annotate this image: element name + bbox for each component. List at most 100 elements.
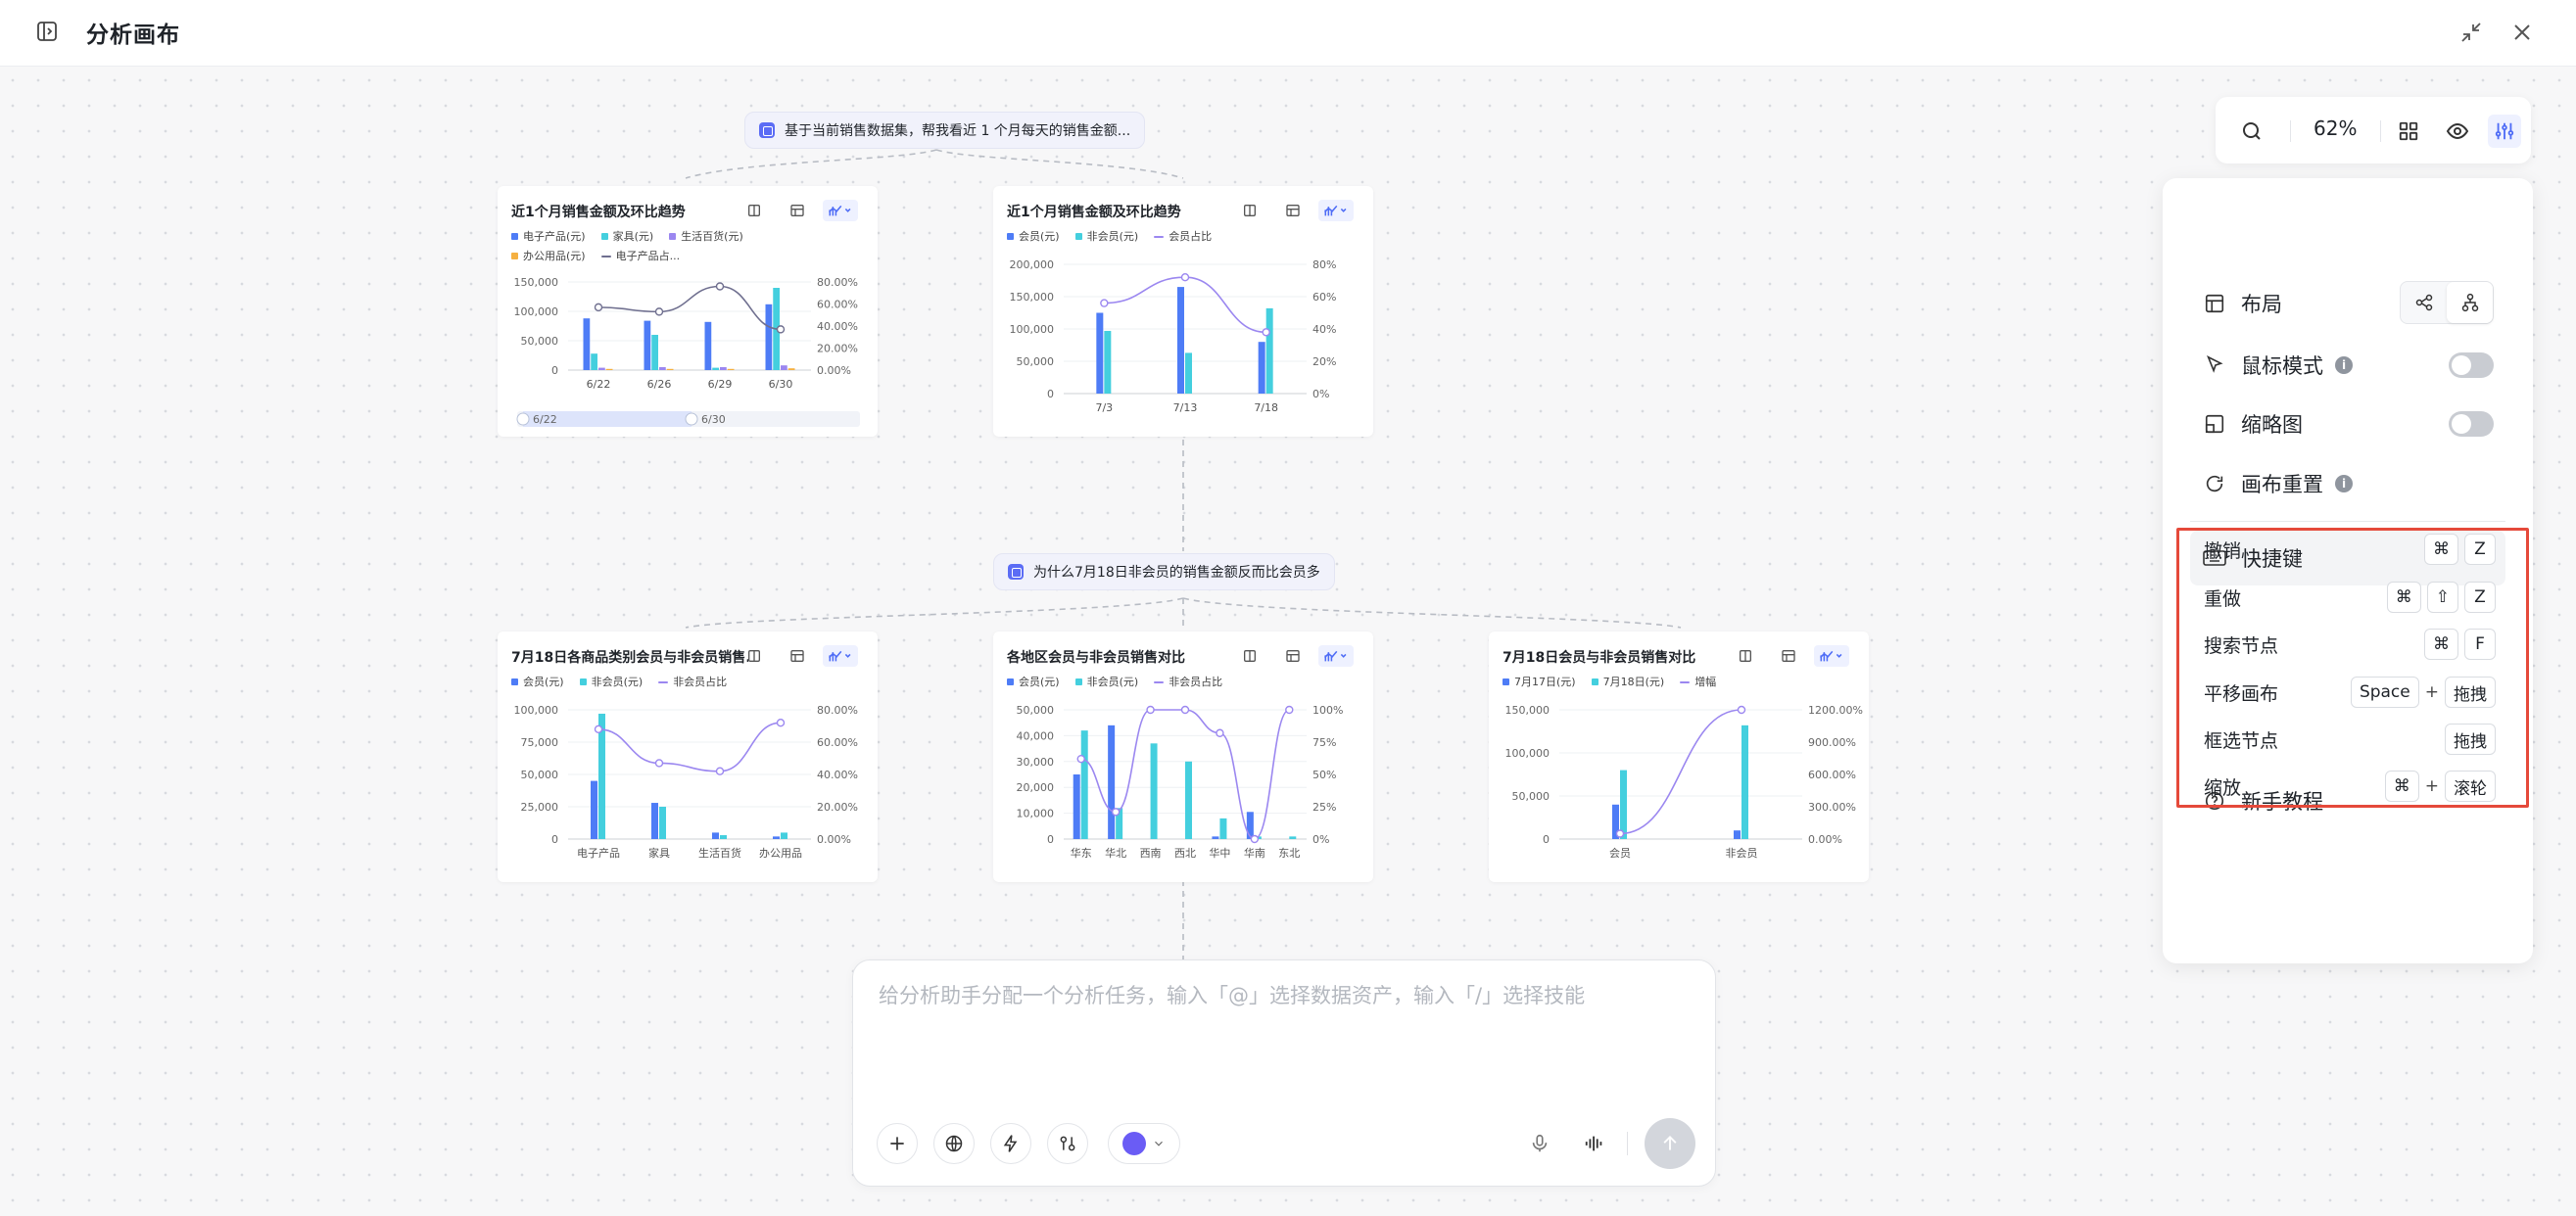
line-point[interactable] (1076, 754, 1085, 764)
chart-type-icon[interactable] (1318, 645, 1354, 667)
bar[interactable] (1185, 761, 1192, 839)
legend-item[interactable]: 非会员(元) (1074, 673, 1138, 692)
line-point[interactable] (715, 282, 725, 291)
tool-icon[interactable] (1047, 1123, 1088, 1164)
bar[interactable] (1620, 770, 1627, 839)
bar[interactable] (591, 780, 597, 839)
line-point[interactable] (776, 325, 786, 334)
close-icon[interactable] (2507, 18, 2537, 47)
bar[interactable] (720, 835, 727, 839)
chart-card-day-compare[interactable]: 7月18日会员与非会员销售对比 7月17日(元) 7月18日(元) 增幅 150,000… (1489, 631, 1869, 882)
bar[interactable] (605, 368, 613, 370)
bar[interactable] (1265, 307, 1273, 394)
bar[interactable] (666, 368, 674, 370)
collapse-icon[interactable] (2457, 18, 2486, 47)
lightning-icon[interactable] (990, 1123, 1031, 1164)
legend-item[interactable]: 生活百货(元) (669, 227, 743, 247)
bar[interactable] (583, 318, 591, 370)
table-icon[interactable] (780, 200, 815, 221)
line-point[interactable] (594, 725, 603, 734)
legend-item[interactable]: 办公用品(元) (511, 247, 586, 266)
bar[interactable] (1108, 725, 1116, 839)
tutorial-row[interactable]: 新手教程 (2202, 781, 2323, 820)
bar[interactable] (1212, 836, 1219, 839)
reset-row[interactable]: 画布重置 i (2202, 464, 2353, 503)
eye-icon[interactable] (2441, 115, 2474, 148)
bar[interactable] (1073, 774, 1080, 839)
legend-item[interactable]: 会员占比 (1154, 227, 1212, 247)
chart-card-daily-sales[interactable]: 近1个月销售金额及环比趋势 电子产品(元) 家具(元) 生活百货(元)办公用品(元) 电… (498, 186, 878, 437)
bar[interactable] (781, 832, 787, 839)
microphone-icon[interactable] (1519, 1123, 1560, 1164)
layout-vertical-icon[interactable] (2447, 282, 2493, 323)
legend-item[interactable]: 电子产品(元) (511, 227, 586, 247)
bar[interactable] (1258, 342, 1265, 394)
chart-card-region-compare[interactable]: 各地区会员与非会员销售对比 会员(元) 非会员(元) 非会员占比 50,000 40,00… (993, 631, 1373, 882)
grid-icon[interactable] (2392, 115, 2425, 148)
bar[interactable] (773, 836, 780, 839)
send-button[interactable] (1645, 1118, 1695, 1169)
bar[interactable] (1116, 808, 1123, 839)
bar[interactable] (1219, 818, 1227, 839)
line-point[interactable] (1180, 705, 1190, 715)
line-point[interactable] (1615, 829, 1625, 838)
bar[interactable] (1104, 330, 1112, 394)
bar[interactable] (659, 367, 666, 370)
mouse-mode-toggle[interactable] (2449, 352, 2494, 378)
bar[interactable] (1289, 836, 1297, 839)
line-point[interactable] (1216, 728, 1224, 737)
expand-icon[interactable] (1728, 645, 1763, 667)
bar[interactable] (787, 368, 795, 370)
bar[interactable] (591, 353, 597, 370)
line-point[interactable] (715, 767, 725, 775)
bar[interactable] (659, 807, 666, 839)
legend-item[interactable]: 非会员(元) (579, 673, 643, 692)
legend-item[interactable]: 会员(元) (511, 673, 564, 692)
table-icon[interactable] (1275, 200, 1311, 221)
line-point[interactable] (1146, 705, 1155, 715)
bar[interactable] (720, 367, 727, 370)
chart-card-member-trend[interactable]: 近1个月销售金额及环比趋势 会员(元) 非会员(元) 会员占比 200,000 150,0… (993, 186, 1373, 437)
bar[interactable] (712, 367, 719, 370)
expand-icon[interactable] (737, 200, 772, 221)
bar[interactable] (1096, 312, 1104, 395)
chart-type-icon[interactable] (1814, 645, 1849, 667)
range-handle-start[interactable] (516, 412, 530, 426)
expand-icon[interactable] (737, 645, 772, 667)
task-input-placeholder[interactable]: 给分析助手分配一个分析任务，输入「@」选择数据资产，输入「/」选择技能 (879, 984, 1586, 1007)
bar[interactable] (1741, 725, 1748, 839)
question-node-2[interactable]: 为什么7月18日非会员的销售金额反而比会员多 (993, 553, 1335, 590)
bar[interactable] (1150, 743, 1158, 839)
range-handle-end[interactable] (685, 412, 698, 426)
bar[interactable] (765, 304, 773, 370)
bar[interactable] (1612, 804, 1619, 839)
layout-horizontal-icon[interactable] (2401, 282, 2447, 323)
info-icon[interactable]: i (2335, 356, 2353, 374)
bar[interactable] (712, 832, 719, 839)
legend-item[interactable]: 非会员(元) (1074, 227, 1138, 247)
legend-item[interactable]: 非会员占比 (1154, 673, 1222, 692)
sidebar-toggle-icon[interactable] (33, 18, 61, 45)
bar[interactable] (781, 365, 787, 370)
search-icon[interactable] (2235, 115, 2268, 148)
bar[interactable] (727, 368, 735, 370)
bar[interactable] (651, 803, 658, 839)
legend-item[interactable]: 家具(元) (600, 227, 653, 247)
bar[interactable] (598, 713, 605, 839)
bar[interactable] (1734, 830, 1741, 839)
line-point[interactable] (1100, 299, 1109, 307)
zoom-level[interactable]: 62% (2314, 117, 2358, 140)
legend-item[interactable]: 会员(元) (1007, 227, 1060, 247)
bar[interactable] (651, 335, 658, 370)
add-icon[interactable] (877, 1123, 918, 1164)
chart-type-icon[interactable] (823, 645, 858, 667)
line-point[interactable] (1262, 328, 1270, 337)
task-input-box[interactable]: 给分析助手分配一个分析任务，输入「@」选择数据资产，输入「/」选择技能 (852, 959, 1716, 1187)
legend-item[interactable]: 7月17日(元) (1503, 673, 1576, 692)
line-point[interactable] (654, 759, 664, 768)
globe-icon[interactable] (933, 1123, 975, 1164)
thumbnail-toggle[interactable] (2449, 411, 2494, 437)
settings-sliders-icon[interactable] (2488, 115, 2521, 148)
bar[interactable] (644, 320, 651, 370)
legend-item[interactable]: 会员(元) (1007, 673, 1060, 692)
